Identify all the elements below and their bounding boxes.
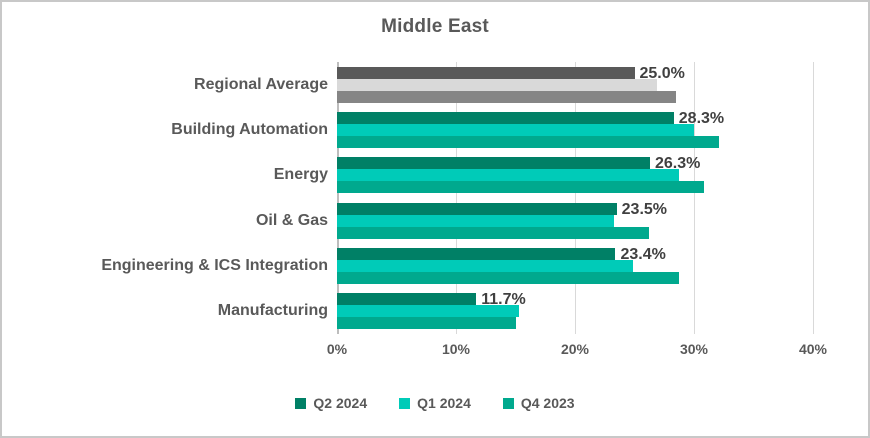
category-label: Oil & Gas: [255, 211, 328, 229]
bar-group: 26.3%: [337, 153, 813, 198]
bar-row: [337, 271, 813, 284]
data-label: 28.3%: [678, 109, 725, 127]
category-axis: Regional Average Building Automation Energ…: [10, 62, 328, 334]
bar-group: 28.3%: [337, 107, 813, 152]
bar-q4-2023: [337, 271, 679, 284]
data-label: 25.0%: [639, 64, 685, 82]
bar-row: [337, 181, 813, 194]
bar-q4-2023: [337, 226, 649, 239]
legend: Q2 2024 Q1 2024 Q4 2023: [2, 395, 868, 411]
gridline: [575, 62, 576, 334]
category-label: Building Automation: [171, 120, 328, 138]
bar-row: [337, 214, 813, 227]
bar-row: [337, 169, 813, 182]
data-label: 23.5%: [621, 200, 668, 218]
bar-q2-2024: [337, 111, 674, 124]
bar-row: 25.0%: [337, 65, 813, 82]
category-label: Regional Average: [194, 75, 328, 93]
legend-item: Q2 2024: [295, 395, 367, 411]
bar-row: [337, 123, 813, 136]
category-label: Energy: [273, 166, 328, 184]
bar-row: [337, 259, 813, 272]
bar-q2-2024: [337, 247, 616, 260]
bar-group: 23.5%: [337, 198, 813, 243]
bar-q1-2024: [337, 78, 658, 91]
bar-group: 11.7%: [337, 289, 813, 334]
legend-label: Q4 2023: [520, 395, 575, 411]
chart-title: Middle East: [381, 16, 489, 37]
bar-q1-2024: [337, 214, 615, 227]
x-tick-label: 0%: [326, 341, 348, 357]
legend-label: Q2 2024: [313, 395, 368, 411]
bar-q2-2024: [337, 202, 617, 215]
bar-row: [337, 317, 813, 330]
bar-q1-2024: [337, 305, 520, 318]
plot-area: 25.0% 28.3% 26.3% 23.5% 23.4% 11.7%: [337, 62, 814, 334]
bar-row: [337, 135, 813, 148]
bar-row: [337, 78, 813, 91]
legend-swatch-icon: [502, 397, 514, 409]
legend-item: Q4 2023: [502, 395, 575, 411]
legend-swatch-icon: [295, 397, 307, 409]
bar-row: [337, 90, 813, 103]
x-tick-label: 20%: [560, 341, 590, 357]
bar-group: 23.4%: [337, 243, 813, 288]
data-label: 23.4%: [620, 245, 666, 263]
bar-row: [337, 226, 813, 239]
data-label: 26.3%: [654, 155, 701, 173]
x-tick-label: 10%: [441, 341, 471, 357]
bar-q4-2023: [337, 135, 719, 148]
category-label: Engineering & ICS Integration: [101, 256, 328, 274]
bar-row: [337, 305, 813, 318]
bar-q4-2023: [337, 181, 704, 194]
bar-row: 28.3%: [337, 110, 813, 127]
data-label: 11.7%: [481, 291, 526, 309]
gridline: [456, 62, 457, 334]
gridline: [694, 62, 695, 334]
bar-row: 23.4%: [337, 246, 813, 263]
bar-row: 11.7%: [337, 291, 813, 308]
bar-q4-2023: [337, 317, 516, 330]
bar-q1-2024: [337, 123, 694, 136]
x-tick-label: 40%: [798, 341, 828, 357]
bar-q2-2024: [337, 66, 635, 79]
bar-q1-2024: [337, 169, 679, 182]
axis-line: [337, 62, 339, 334]
bar-q2-2024: [337, 157, 650, 170]
legend-label: Q1 2024: [417, 395, 471, 411]
legend-item: Q1 2024: [399, 395, 471, 411]
bar-row: 23.5%: [337, 201, 813, 218]
x-tick-label: 30%: [679, 341, 709, 357]
legend-swatch-icon: [399, 397, 411, 409]
bar-q4-2023: [337, 90, 677, 103]
x-axis: 0% 10% 20% 30% 40%: [327, 341, 827, 361]
bar-row: 26.3%: [337, 155, 813, 172]
bar-group: 25.0%: [337, 62, 813, 107]
bar-q1-2024: [337, 259, 634, 272]
category-label: Manufacturing: [217, 302, 328, 320]
gridline: [813, 62, 814, 334]
bar-q2-2024: [337, 293, 477, 306]
